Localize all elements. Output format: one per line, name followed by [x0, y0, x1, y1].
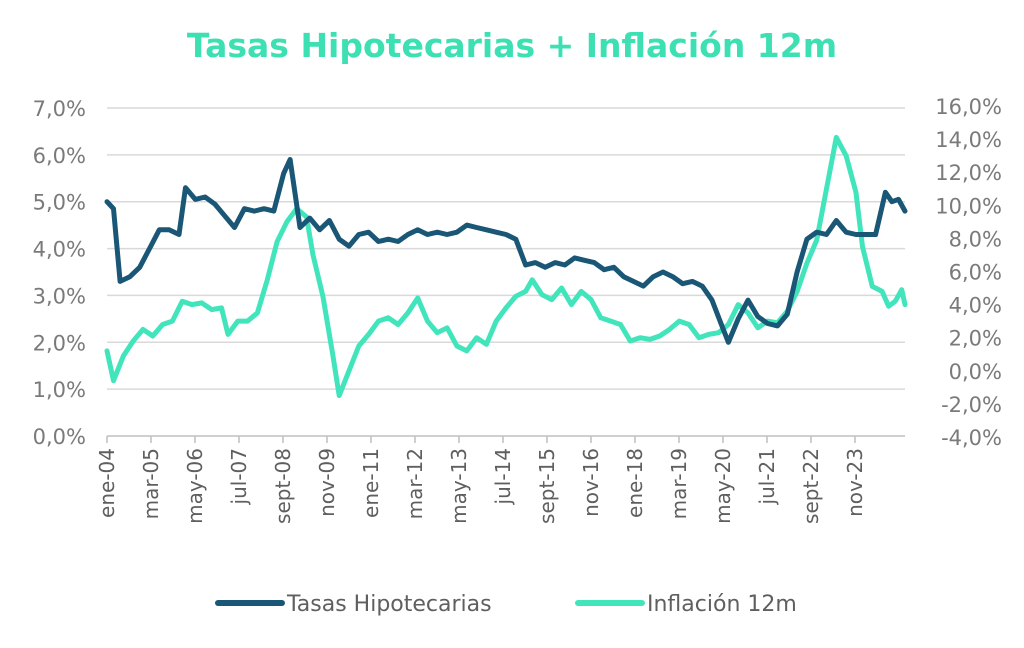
- x-tick-label: jul-07: [227, 448, 251, 505]
- x-tick-label: mar-05: [139, 448, 163, 519]
- x-tick-label: sept-08: [271, 448, 295, 524]
- right-y-tick-label: 8,0%: [949, 227, 1002, 251]
- gridlines: [107, 107, 905, 390]
- left-y-tick-label: 7,0%: [33, 97, 86, 121]
- left-y-tick-label: 1,0%: [33, 378, 86, 402]
- series-lines: [104, 134, 908, 399]
- legend-label-tasas: Tasas Hipotecarias: [286, 592, 492, 617]
- left-y-tick-label: 6,0%: [33, 144, 86, 168]
- x-tick-label: nov-16: [579, 448, 603, 517]
- x-tick-label: nov-23: [843, 448, 867, 517]
- left-y-tick-label: 3,0%: [33, 284, 86, 308]
- right-y-tick-label: 6,0%: [949, 261, 1002, 285]
- x-tick-label: jul-21: [755, 448, 779, 505]
- left-y-axis-ticks: 0,0% 1,0% 2,0% 3,0% 4,0% 5,0% 6,0% 7,0%: [33, 97, 86, 449]
- left-y-tick-label: 2,0%: [33, 331, 86, 355]
- right-y-tick-label: -2,0%: [941, 393, 1002, 417]
- x-axis: ene-04 mar-05 may-06 jul-07 sept-08 nov-09 ene…: [95, 435, 905, 524]
- right-y-tick-label: 0,0%: [949, 360, 1002, 384]
- x-tick-label: mar-12: [403, 448, 427, 519]
- right-y-tick-label: 10,0%: [935, 194, 1002, 218]
- right-y-axis-ticks: -4,0% -2,0% 0,0% 2,0% 4,0% 6,0% 8,0% 10,0% 12,0%…: [935, 95, 1002, 450]
- series-line-tasas-hipotecarias: [104, 157, 908, 345]
- left-y-tick-label: 5,0%: [33, 191, 86, 215]
- legend-label-inflacion: Inflación 12m: [647, 592, 797, 617]
- x-tick-label: sept-15: [535, 448, 559, 524]
- x-tick-label: may-13: [447, 448, 471, 524]
- x-tick-label: may-06: [183, 448, 207, 524]
- left-y-tick-label: 0,0%: [33, 425, 86, 449]
- right-y-tick-label: 4,0%: [949, 294, 1002, 318]
- right-y-tick-label: 12,0%: [935, 161, 1002, 185]
- x-tick-label: may-20: [711, 448, 735, 524]
- left-y-tick-label: 4,0%: [33, 238, 86, 262]
- x-tick-label: jul-14: [491, 448, 515, 505]
- right-y-tick-label: 2,0%: [949, 327, 1002, 351]
- chart-title: Tasas Hipotecarias + Inflación 12m: [187, 26, 837, 65]
- series-line-inflacion-12m: [104, 134, 908, 399]
- x-tick-label: nov-09: [315, 448, 339, 517]
- right-y-tick-label: -4,0%: [941, 426, 1002, 450]
- right-y-tick-label: 14,0%: [935, 128, 1002, 152]
- x-tick-label: sept-22: [799, 448, 823, 524]
- x-tick-label: ene-18: [623, 448, 647, 518]
- legend: Tasas Hipotecarias Inflación 12m: [215, 592, 797, 617]
- x-tick-label: ene-04: [95, 448, 119, 518]
- x-tick-label: mar-19: [667, 448, 691, 519]
- right-y-tick-label: 16,0%: [935, 95, 1002, 119]
- x-tick-label: ene-11: [359, 448, 383, 518]
